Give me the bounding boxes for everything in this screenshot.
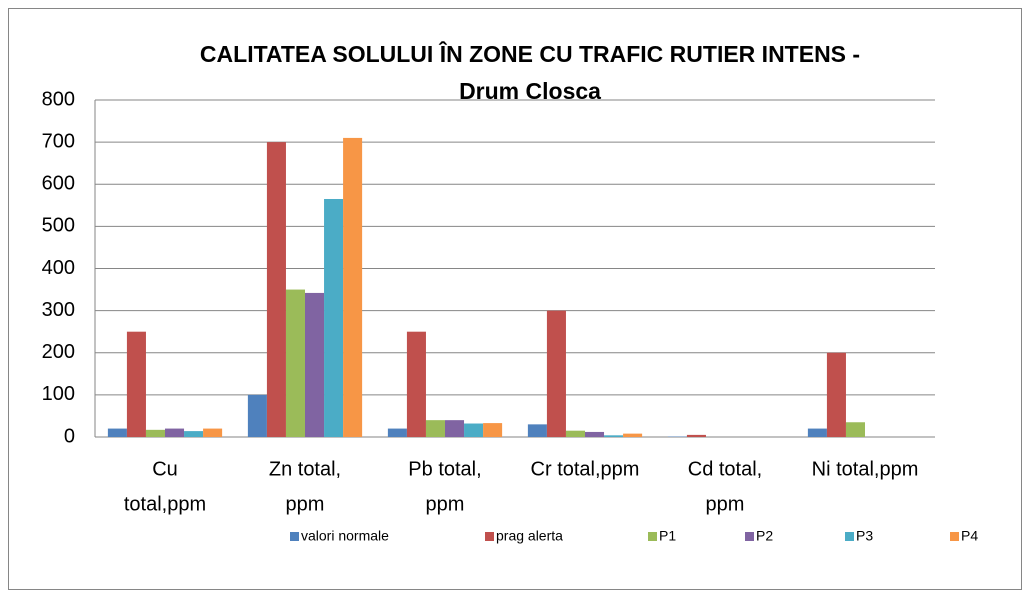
bar: [184, 431, 204, 437]
bar: [686, 434, 706, 437]
bar: [107, 428, 127, 437]
bar: [145, 429, 165, 437]
bar: [406, 331, 426, 437]
legend-swatch: [648, 532, 657, 541]
y-tick-label: 200: [42, 341, 75, 363]
legend-swatch: [845, 532, 854, 541]
bar: [623, 433, 643, 437]
bar: [387, 428, 407, 437]
legend-swatch: [745, 532, 754, 541]
bar: [343, 137, 363, 437]
bar: [203, 428, 223, 437]
bar: [445, 420, 465, 437]
bar: [165, 428, 185, 437]
legend-label: prag alerta: [496, 528, 563, 544]
bar: [826, 352, 846, 437]
x-tick-label: Cu: [152, 458, 178, 480]
legend-swatch: [950, 532, 959, 541]
bar: [483, 423, 503, 437]
x-tick-label: Zn total,: [269, 458, 341, 480]
bar: [527, 424, 547, 437]
x-tick-label: ppm: [426, 493, 465, 515]
x-tick-label: total,ppm: [124, 493, 206, 515]
legend-label: P3: [856, 528, 873, 544]
y-tick-label: 600: [42, 173, 75, 195]
bar: [845, 422, 865, 437]
legend-swatch: [485, 532, 494, 541]
legend-label: P1: [659, 528, 676, 544]
bar: [604, 435, 624, 437]
y-tick-label: 0: [64, 425, 75, 447]
bar: [126, 331, 146, 437]
x-tick-label: Pb total,: [408, 458, 481, 480]
bar: [285, 289, 305, 437]
legend-label: P2: [756, 528, 773, 544]
bar: [305, 292, 325, 437]
x-tick-label: ppm: [286, 493, 325, 515]
bar: [464, 423, 484, 437]
bar: [247, 394, 267, 437]
y-tick-label: 800: [42, 88, 75, 110]
bar: [546, 310, 566, 437]
bar: [324, 198, 344, 437]
y-tick-label: 300: [42, 299, 75, 321]
bar: [425, 420, 445, 437]
legend-label: valori normale: [301, 528, 389, 544]
x-tick-label: Cd total,: [688, 458, 762, 480]
y-tick-label: 100: [42, 383, 75, 405]
chart-border: [8, 8, 1022, 590]
x-tick-label: Cr total,ppm: [531, 458, 640, 480]
x-tick-label: Ni total,ppm: [812, 458, 919, 480]
y-tick-label: 700: [42, 130, 75, 152]
y-tick-label: 500: [42, 215, 75, 237]
bar: [585, 431, 605, 437]
bar: [565, 430, 585, 437]
y-tick-label: 400: [42, 257, 75, 279]
bar: [266, 142, 286, 437]
chart-title: CALITATEA SOLULUI ÎN ZONE CU TRAFIC RUTI…: [200, 40, 860, 67]
legend-label: P4: [961, 528, 978, 544]
x-tick-label: ppm: [706, 493, 745, 515]
legend-swatch: [290, 532, 299, 541]
bar: [807, 428, 827, 437]
